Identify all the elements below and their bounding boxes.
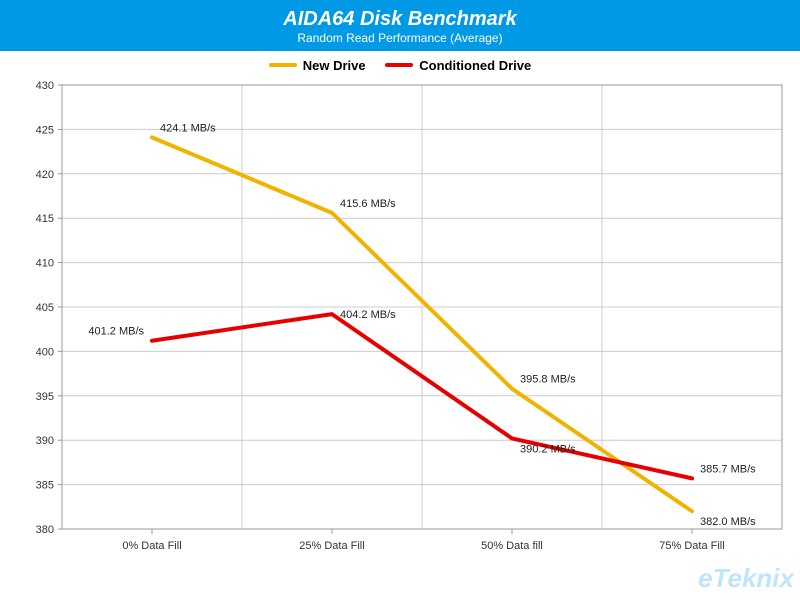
- svg-text:385.7 MB/s: 385.7 MB/s: [700, 463, 756, 475]
- legend-item: Conditioned Drive: [385, 58, 531, 73]
- svg-text:425: 425: [36, 124, 54, 136]
- svg-text:395.8 MB/s: 395.8 MB/s: [520, 373, 576, 385]
- line-chart-svg: 380 385 390 395 400 405 410 415 420 425 430 0% Data…: [0, 75, 800, 569]
- svg-text:25% Data Fill: 25% Data Fill: [299, 540, 364, 552]
- svg-text:400: 400: [36, 346, 54, 358]
- svg-text:0% Data Fill: 0% Data Fill: [122, 540, 181, 552]
- svg-text:50% Data fill: 50% Data fill: [481, 540, 543, 552]
- svg-text:390.2 MB/s: 390.2 MB/s: [520, 443, 576, 455]
- chart-header: AIDA64 Disk Benchmark Random Read Perfor…: [0, 0, 800, 51]
- legend-item: New Drive: [269, 58, 366, 73]
- svg-text:401.2 MB/s: 401.2 MB/s: [88, 325, 144, 337]
- legend-label: New Drive: [303, 58, 366, 73]
- svg-text:415: 415: [36, 213, 54, 225]
- svg-text:385: 385: [36, 479, 54, 491]
- svg-text:405: 405: [36, 302, 54, 314]
- chart-area: 380 385 390 395 400 405 410 415 420 425 430 0% Data…: [0, 75, 800, 569]
- svg-text:382.0 MB/s: 382.0 MB/s: [700, 516, 756, 528]
- legend-swatch: [385, 63, 413, 67]
- chart-title: AIDA64 Disk Benchmark: [0, 8, 800, 31]
- svg-text:424.1 MB/s: 424.1 MB/s: [160, 122, 216, 134]
- chart-legend: New Drive Conditioned Drive: [0, 51, 800, 75]
- svg-text:415.6 MB/s: 415.6 MB/s: [340, 197, 396, 209]
- svg-text:380: 380: [36, 524, 54, 536]
- legend-label: Conditioned Drive: [419, 58, 531, 73]
- svg-text:420: 420: [36, 168, 54, 180]
- svg-text:390: 390: [36, 435, 54, 447]
- svg-text:410: 410: [36, 257, 54, 269]
- legend-swatch: [269, 63, 297, 67]
- svg-text:404.2 MB/s: 404.2 MB/s: [340, 309, 396, 321]
- chart-subtitle: Random Read Performance (Average): [0, 31, 800, 45]
- svg-text:430: 430: [36, 80, 54, 92]
- svg-text:75% Data Fill: 75% Data Fill: [659, 540, 724, 552]
- svg-text:395: 395: [36, 390, 54, 402]
